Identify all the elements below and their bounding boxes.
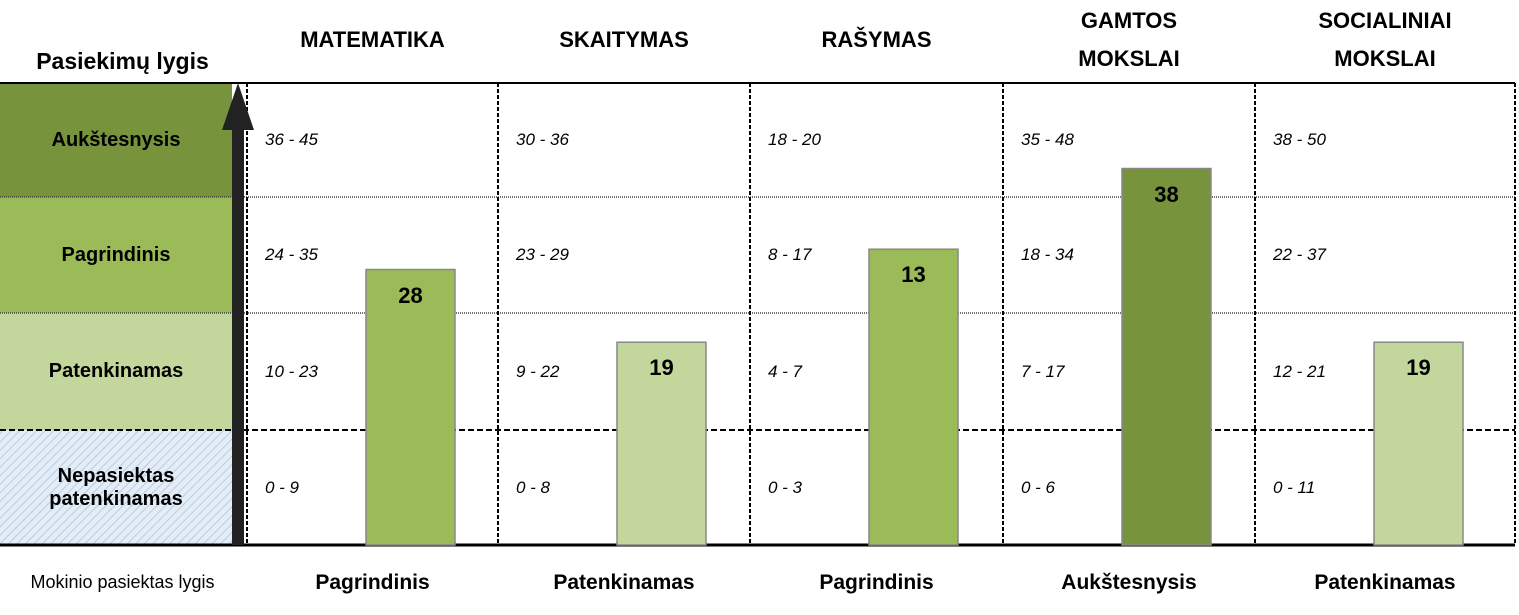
score-bar — [616, 341, 707, 546]
range-label: 7 - 17 — [1021, 361, 1065, 381]
range-label: 0 - 8 — [516, 477, 551, 497]
range-label: 4 - 7 — [768, 361, 803, 381]
achieved-level: Aukštesnysis — [1061, 570, 1197, 594]
range-label: 18 - 20 — [768, 130, 821, 149]
level-band — [0, 83, 232, 197]
range-label: 18 - 34 — [1021, 245, 1074, 264]
level-label: Pagrindinis — [61, 243, 171, 266]
score-label: 28 — [398, 282, 423, 308]
score-bar — [365, 268, 456, 546]
score-label: 13 — [901, 262, 926, 288]
level-label: Nepasiektas patenkinamas — [49, 464, 183, 510]
subject-name: GAMTOS MOKSLAI — [1078, 8, 1180, 71]
score-label: 38 — [1154, 181, 1179, 207]
axis-arrowhead — [222, 83, 254, 130]
level-band — [0, 313, 232, 430]
level-label: Aukštesnysis — [51, 128, 181, 151]
subject-name: SOCIALINIAI MOKSLAI — [1318, 8, 1452, 71]
level-label: Patenkinamas — [48, 360, 184, 382]
achieved-level: Patenkinamas — [1314, 570, 1456, 594]
score-label: 19 — [1406, 355, 1431, 381]
level-band — [0, 197, 232, 313]
score-bar — [868, 248, 959, 546]
range-label: 0 - 9 — [265, 477, 300, 497]
range-label: 38 - 50 — [1273, 130, 1326, 149]
range-label: 24 - 35 — [265, 245, 318, 264]
achieved-level: Pagrindinis — [315, 570, 430, 594]
range-label: 30 - 36 — [516, 130, 569, 149]
range-label: 10 - 23 — [265, 361, 318, 381]
range-label: 22 - 37 — [1273, 245, 1326, 264]
achieved-level: Pagrindinis — [819, 570, 934, 594]
score-bar — [1121, 167, 1212, 546]
range-label: 0 - 11 — [1273, 477, 1316, 497]
score-label: 19 — [649, 355, 674, 381]
student-level-title: Mokinio pasiektas lygis — [30, 572, 215, 592]
subject-name: MATEMATIKA — [300, 27, 445, 52]
subject-name: SKAITYMAS — [559, 27, 689, 52]
level-band — [0, 430, 232, 545]
subject-name: RAŠYMAS — [821, 27, 932, 52]
achieved-level: Patenkinamas — [553, 570, 695, 594]
range-label: 23 - 29 — [516, 245, 569, 264]
range-label: 0 - 3 — [768, 477, 803, 497]
range-label: 8 - 17 — [768, 245, 812, 264]
levels-title: Pasiekimų lygis — [36, 48, 209, 74]
score-bar — [1373, 341, 1464, 546]
range-label: 0 - 6 — [1021, 477, 1056, 497]
range-label: 9 - 22 — [516, 361, 560, 381]
range-label: 35 - 48 — [1021, 130, 1074, 149]
range-label: 12 - 21 — [1273, 361, 1326, 381]
range-label: 36 - 45 — [265, 130, 318, 149]
